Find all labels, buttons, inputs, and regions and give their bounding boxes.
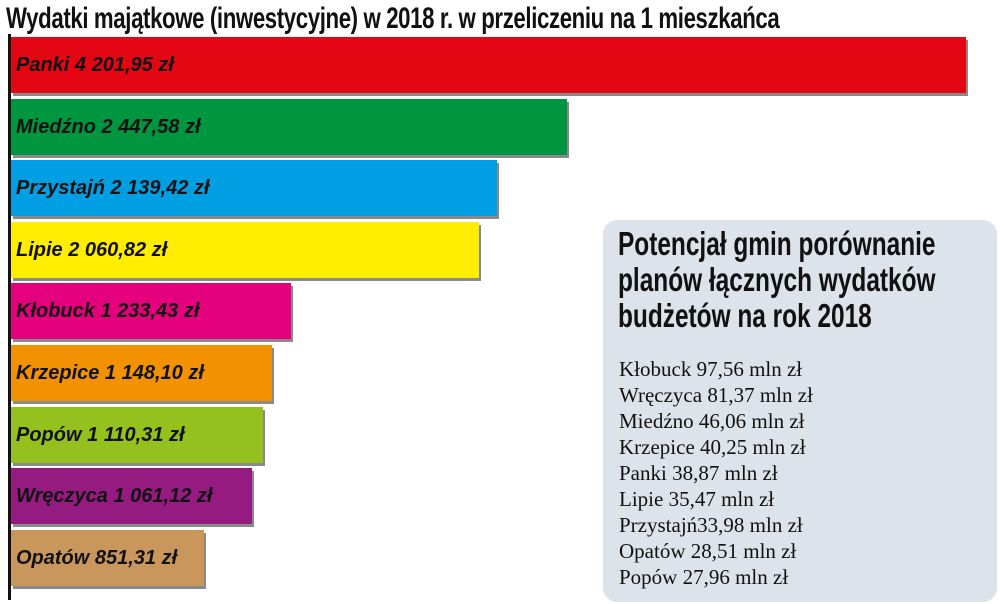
budget-potential-panel: Potencjał gmin porównanie planów łącznyc… <box>603 220 997 602</box>
bar-label: Panki 4 201,95 zł <box>16 54 174 76</box>
bar-wręczyca <box>11 468 252 525</box>
budget-list-item: Wręczyca 81,37 mln zł <box>619 383 813 407</box>
panel-title-line: planów łącznych wydatków <box>618 261 936 298</box>
budget-list-item: Przystajń33,98 mln zł <box>619 513 803 537</box>
budget-list-item: Miedźno 46,06 mln zł <box>619 409 805 433</box>
bar-label: Wręczyca 1 061,12 zł <box>16 485 213 508</box>
bar-panki <box>11 37 966 93</box>
panel-title: Potencjał gmin porównanie planów łącznyc… <box>618 226 988 334</box>
bar-label: Popów 1 110,31 zł <box>16 423 185 446</box>
bar-label: Krzepice 1 148,10 zł <box>16 362 204 384</box>
bar-label: Lipie 2 060,82 zł <box>16 238 168 261</box>
budget-list-item: Krzepice 40,25 mln zł <box>619 435 806 459</box>
bar-lipie <box>11 221 479 278</box>
budget-list-item: Panki 38,87 mln zł <box>619 461 778 485</box>
bar-label: Przystajń 2 139,42 zł <box>16 177 210 200</box>
bar-label: Miedźno 2 447,58 zł <box>16 115 201 138</box>
bar-popów <box>11 406 263 463</box>
bar-label: Kłobuck 1 233,43 zł <box>16 300 200 323</box>
bar-krzepice <box>11 345 272 401</box>
bar-opatów <box>11 529 204 586</box>
budget-list-item: Lipie 35,47 mln zł <box>619 487 775 511</box>
budget-list: Kłobuck 97,56 mln zł Wręczyca 81,37 mln … <box>619 356 813 590</box>
panel-title-line: budżetów na rok 2018 <box>618 297 872 334</box>
budget-list-item: Opatów 28,51 mln zł <box>619 539 797 563</box>
budget-list-item: Kłobuck 97,56 mln zł <box>619 357 803 381</box>
bar-label: Opatów 851,31 zł <box>16 546 178 569</box>
panel-title-line: Potencjał gmin porównanie <box>618 225 936 262</box>
bar-miedźno <box>11 98 567 155</box>
chart-title: Wydatki majątkowe (inwestycyjne) w 2018 … <box>6 2 780 35</box>
budget-list-item: Popów 27,96 mln zł <box>619 565 789 589</box>
bar-kłobuck <box>11 283 291 340</box>
bar-przystajń <box>11 160 497 217</box>
y-axis-line <box>8 34 11 600</box>
